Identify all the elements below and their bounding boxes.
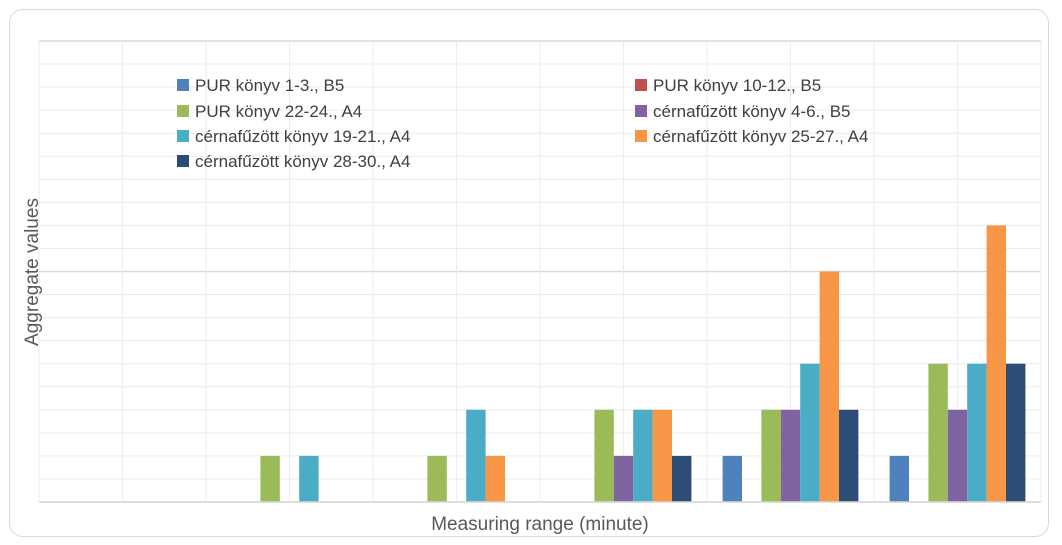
bar: [800, 363, 820, 502]
legend-entry: cérnafűzött könyv 4-6., B5: [635, 102, 851, 121]
legend-swatch: [177, 130, 189, 142]
bar: [613, 455, 634, 502]
bar: [722, 455, 742, 502]
legend-entry: PUR könyv 1-3., B5: [177, 76, 344, 95]
legend-label: cérnafűzött könyv 4-6., B5: [653, 102, 851, 121]
legend-entry: cérnafűzött könyv 25-27., A4: [635, 127, 868, 146]
legend-label: PUR könyv 1-3., B5: [195, 76, 344, 95]
bar: [299, 455, 319, 502]
bar: [947, 409, 968, 502]
legend-entry: cérnafűzött könyv 28-30., A4: [177, 152, 410, 171]
legend-entry: PUR könyv 10-12., B5: [635, 76, 821, 95]
legend-swatch: [177, 79, 189, 91]
bar: [839, 409, 859, 502]
bar: [594, 409, 614, 502]
bar: [761, 409, 781, 502]
x-axis-title: Measuring range (minute): [431, 514, 649, 535]
bar: [780, 409, 801, 502]
bar: [1006, 363, 1026, 502]
bar: [652, 409, 672, 502]
legend-label: cérnafűzött könyv 25-27., A4: [653, 127, 868, 146]
bar: [889, 455, 909, 502]
legend-entry: PUR könyv 22-24., A4: [177, 102, 362, 121]
y-axis-title: Aggregate values: [22, 198, 43, 346]
legend-entry: cérnafűzött könyv 19-21., A4: [177, 127, 410, 146]
bar: [260, 455, 280, 502]
bar: [633, 409, 653, 502]
bar: [427, 455, 447, 502]
chart-frame: [9, 9, 1049, 537]
bar: [986, 225, 1006, 502]
legend-swatch: [635, 79, 647, 91]
bar: [967, 363, 987, 502]
bars: [260, 225, 1026, 502]
legend-swatch: [635, 105, 647, 117]
bar: [672, 455, 692, 502]
legend-label: cérnafűzött könyv 28-30., A4: [195, 152, 410, 171]
legend-swatch: [177, 105, 189, 117]
bar: [819, 271, 839, 502]
legend-label: PUR könyv 22-24., A4: [195, 102, 362, 121]
legend-label: PUR könyv 10-12., B5: [653, 76, 821, 95]
legend-swatch: [177, 155, 189, 167]
bar: [466, 409, 486, 502]
legend-label: cérnafűzött könyv 19-21., A4: [195, 127, 410, 146]
bar: [485, 455, 505, 502]
bar: [928, 363, 948, 502]
gridlines: [38, 40, 1042, 503]
legend: PUR könyv 1-3., B5 PUR könyv 10-12., B5 PU…: [177, 76, 868, 171]
legend-swatch: [635, 130, 647, 142]
